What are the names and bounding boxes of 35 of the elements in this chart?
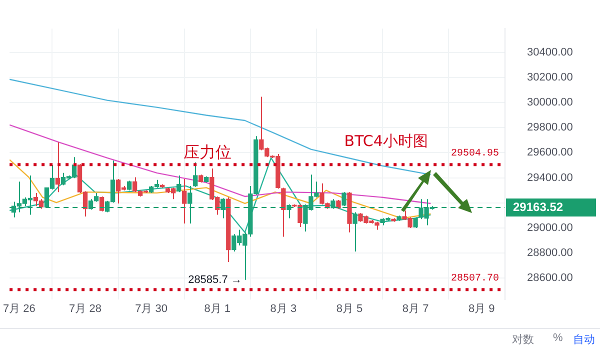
- x-tick-label: 7月 28: [69, 303, 102, 316]
- x-tick-label: 8月 9: [468, 303, 495, 316]
- candlestick: [99, 196, 104, 212]
- text: BTC4小时图: [344, 132, 428, 150]
- candlestick: [182, 178, 187, 224]
- y-tick-label: 29400.00: [527, 172, 573, 184]
- x-tick-label: 8月 7: [402, 303, 429, 316]
- y-tick-label: 30400.00: [527, 46, 573, 58]
- text: 自动: [573, 333, 595, 347]
- candlestick: [413, 216, 418, 228]
- ref-line-label: 29504.95: [450, 148, 499, 160]
- y-tick-label: 30000.00: [527, 96, 573, 109]
- y-tick-label: 28800.00: [527, 247, 573, 260]
- y-tick-label: 28600.00: [527, 272, 573, 284]
- x-tick-label: 8月 5: [336, 303, 363, 316]
- ref-line-label: 28507.70: [450, 273, 499, 284]
- ref-line-label: 29163.52: [513, 200, 564, 214]
- text: %: [553, 332, 563, 344]
- candlestick: [193, 162, 198, 188]
- x-tick-label: 7月 26: [2, 303, 36, 316]
- y-tick-label: 29800.00: [527, 122, 573, 134]
- y-tick-label: 29000.00: [527, 222, 573, 234]
- candlestick: [352, 212, 358, 252]
- y-tick-label: 30200.00: [527, 72, 573, 84]
- candlestick: [126, 180, 132, 191]
- candlestick: [281, 187, 286, 238]
- x-tick-label: 8月 3: [270, 303, 297, 316]
- annotation: 压力位: [184, 142, 232, 162]
- candlestick: [176, 175, 182, 193]
- x-tick-label: 7月 30: [135, 303, 168, 316]
- x-tick-label: 8月 1: [204, 303, 231, 316]
- candlestick: [55, 142, 60, 193]
- annotation: 28585.7 →: [188, 274, 242, 286]
- y-tick-label: 29600.00: [527, 146, 573, 159]
- text: 对数: [512, 333, 534, 347]
